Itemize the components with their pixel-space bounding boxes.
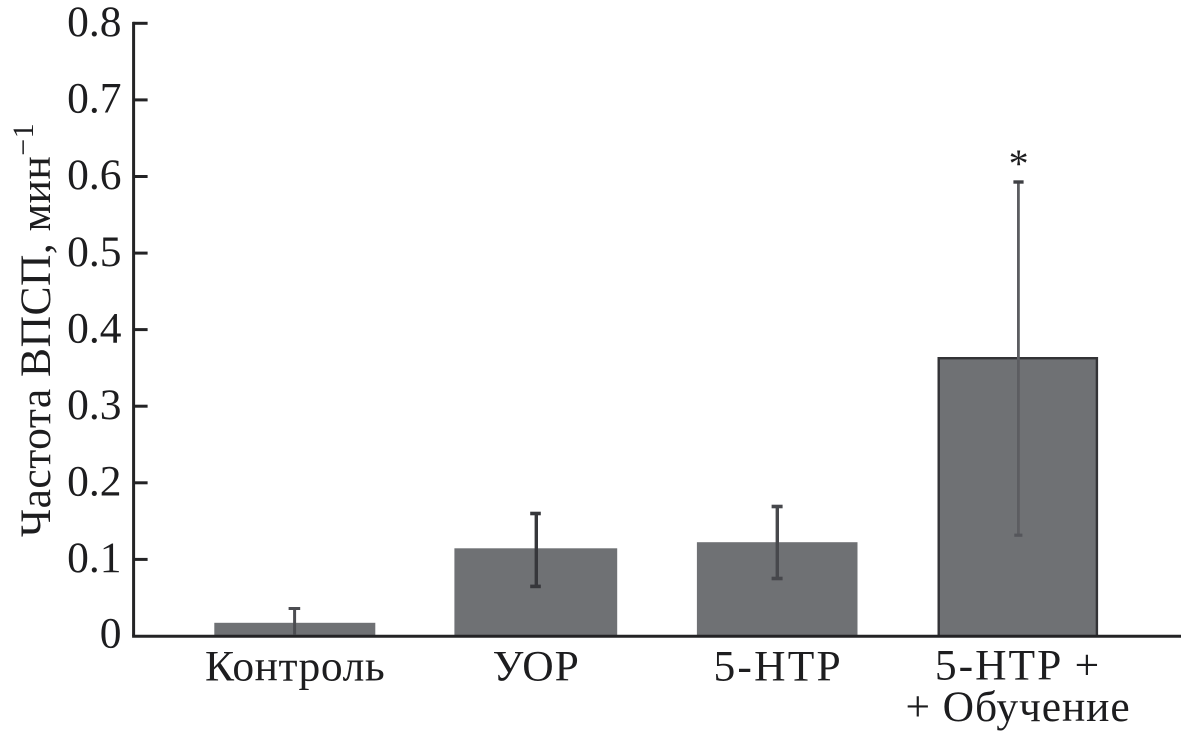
svg-text:5-HTP: 5-HTP	[713, 643, 842, 691]
svg-text:0.1: 0.1	[67, 534, 121, 582]
svg-text:5-HTP +: 5-HTP +	[935, 641, 1101, 689]
svg-text:Частота ВПСП, мин−1: Частота ВПСП, мин−1	[7, 123, 60, 537]
svg-text:*: *	[1009, 141, 1029, 186]
svg-text:Контроль: Контроль	[205, 643, 385, 691]
svg-text:0.3: 0.3	[67, 381, 121, 429]
svg-text:УОР: УОР	[493, 643, 580, 691]
svg-text:0.7: 0.7	[67, 75, 121, 123]
svg-text:0.2: 0.2	[67, 458, 121, 506]
svg-text:0.6: 0.6	[67, 151, 121, 199]
svg-text:0: 0	[100, 610, 122, 658]
svg-text:+ Обучение: + Обучение	[905, 683, 1130, 731]
svg-text:0.8: 0.8	[67, 0, 121, 46]
svg-text:0.4: 0.4	[67, 304, 122, 352]
svg-text:0.5: 0.5	[67, 228, 121, 276]
